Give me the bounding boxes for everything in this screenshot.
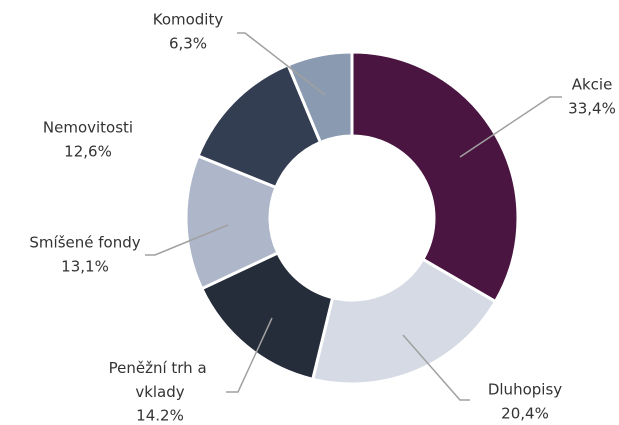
slice-label: Akcie	[572, 76, 613, 94]
leader-line	[145, 224, 229, 256]
leader-line	[237, 32, 326, 96]
leader-line	[459, 96, 562, 158]
slice-value-label: 33,4%	[568, 100, 616, 118]
leader-line	[402, 334, 470, 401]
donut-slice	[350, 50, 520, 304]
leader-lines	[145, 32, 562, 401]
donut-slice	[310, 257, 498, 386]
slice-label: Komodity	[153, 11, 224, 29]
leader-line	[226, 317, 273, 393]
slices	[184, 50, 520, 386]
slice-value-label: 6,3%	[169, 35, 207, 53]
slice-label: Peněžní trh a vklady	[109, 359, 212, 401]
slice-label: Dluhopisy	[488, 381, 562, 399]
donut-slice	[286, 50, 354, 145]
slice-value-label: 13,1%	[61, 258, 109, 276]
slice-value-label: 14.2%	[136, 407, 184, 425]
slice-label: Smíšené fondy	[29, 234, 140, 252]
slice-label: Nemovitosti	[43, 119, 133, 137]
slice-value-label: 12,6%	[64, 143, 112, 161]
slice-value-label: 20,4%	[501, 405, 549, 423]
